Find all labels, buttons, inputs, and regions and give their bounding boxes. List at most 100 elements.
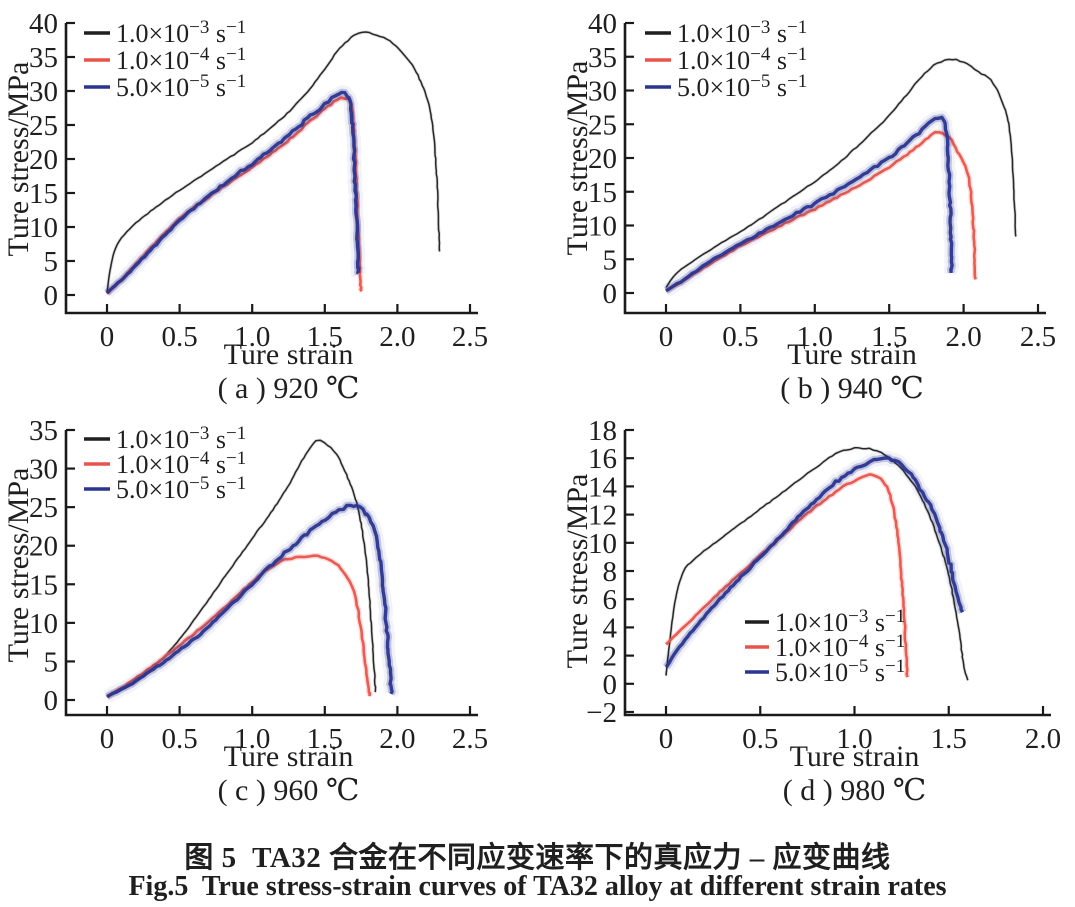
x-tick-label: 2.0 — [945, 321, 981, 353]
x-tick-label: 1.5 — [307, 321, 343, 353]
x-tick-label: 2.5 — [1020, 321, 1056, 353]
x-axis-title: Ture strain — [787, 338, 917, 371]
legend-label: 1.0×10−4 s−1 — [775, 631, 905, 662]
curve-1.0×10⁻³ s⁻¹ — [105, 30, 442, 294]
x-tick-label: 0.5 — [161, 321, 197, 353]
curve-5.0×10⁻⁵ s⁻¹ — [102, 498, 400, 703]
x-tick-label: 1.0 — [234, 321, 270, 353]
y-tick-label: 0 — [44, 280, 59, 312]
x-tick-label: 0.5 — [742, 723, 778, 755]
x-tick-label: 2.0 — [1025, 723, 1061, 755]
y-tick-label: 0 — [603, 278, 618, 310]
subplot-c-chart: 0 0.5 1.0 1.5 2.0 2.5 0 5 10 15 20 25 30 35 Ture strai… — [2, 415, 488, 807]
legend: 1.0×10−3 s−11.0×10−4 s−15.0×10−5 s−1 — [645, 17, 807, 102]
y-tick-label: 40 — [588, 8, 617, 40]
x-tick-label: 0 — [659, 723, 674, 755]
legend: 1.0×10−3 s−11.0×10−4 s−15.0×10−5 s−1 — [84, 17, 246, 102]
y-tick-label: 35 — [29, 415, 58, 447]
y-tick-label: 25 — [588, 109, 617, 141]
figure-caption-en: Fig.5 True stress-strain curves of TA32 … — [128, 871, 947, 902]
x-tick-label: 2.5 — [452, 321, 488, 353]
legend-label: 5.0×10−5 s−1 — [775, 656, 905, 687]
y-tick-label: 8 — [603, 556, 618, 588]
y-tick-label: 15 — [29, 569, 58, 601]
y-tick-label: 30 — [29, 76, 58, 108]
y-tick-label: 18 — [588, 415, 617, 447]
x-axis-title: Ture strain — [790, 740, 920, 773]
x-tick-label: 0 — [100, 723, 115, 755]
y-tick-label: 20 — [29, 144, 58, 176]
x-tick-label: 1.5 — [931, 723, 967, 755]
legend-label: 5.0×10−5 s−1 — [116, 473, 246, 504]
legend-label: 1.0×10−3 s−1 — [116, 423, 246, 454]
x-tick-label: 0 — [100, 321, 115, 353]
y-tick-label: 5 — [44, 646, 59, 678]
x-tick-label: 2.0 — [379, 723, 415, 755]
y-tick-label: 20 — [29, 531, 58, 563]
y-tick-label: 5 — [603, 244, 618, 276]
y-axis-title: Ture stress/MPa — [561, 474, 594, 669]
y-tick-label: 12 — [588, 500, 617, 532]
x-tick-label: 1.0 — [797, 321, 833, 353]
x-tick-label: 0 — [659, 321, 674, 353]
y-tick-label: 25 — [29, 492, 58, 524]
y-tick-label: 15 — [588, 177, 617, 209]
panel-caption-d: ( d ) 980 ℃ — [783, 774, 927, 807]
x-tick-label: 2.0 — [379, 321, 415, 353]
curve-5.0×10⁻⁵ s⁻¹ — [661, 110, 960, 297]
legend-label: 1.0×10−3 s−1 — [677, 17, 807, 48]
curve-1.0×10⁻⁴ s⁻¹ — [105, 552, 373, 700]
panel-caption-a: ( a ) 920 ℃ — [218, 372, 360, 405]
curve-1.0×10⁻³ s⁻¹ — [664, 57, 1018, 289]
curve-1.0×10⁻³ s⁻¹ — [664, 446, 970, 681]
y-tick-label: 16 — [588, 443, 617, 475]
x-axis-title: Ture strain — [224, 338, 354, 371]
legend-label: 1.0×10−4 s−1 — [116, 448, 246, 479]
x-tick-label: 1.0 — [836, 723, 872, 755]
x-tick-label: 1.5 — [307, 723, 343, 755]
legend-label: 1.0×10−3 s−1 — [775, 606, 905, 637]
curve-5.0×10⁻⁵ s⁻¹ — [101, 85, 366, 298]
x-tick-label: 0.5 — [161, 723, 197, 755]
panel-caption-b: ( b ) 940 ℃ — [780, 372, 924, 405]
y-tick-label: 5 — [44, 246, 59, 278]
curve-1.0×10⁻⁴ s⁻¹ — [664, 471, 911, 678]
curve-5.0×10⁻⁵ s⁻¹ — [660, 451, 969, 673]
x-tick-label: 2.5 — [452, 723, 488, 755]
y-tick-label: 10 — [588, 211, 617, 243]
legend-label: 1.0×10−4 s−1 — [677, 44, 807, 75]
y-axis-title: Ture stress/MPa — [2, 468, 35, 663]
y-tick-label: 0 — [603, 669, 618, 701]
y-tick-label: 20 — [588, 143, 617, 175]
legend: 1.0×10−3 s−11.0×10−4 s−15.0×10−5 s−1 — [84, 423, 246, 504]
legend-label: 1.0×10−4 s−1 — [116, 44, 246, 75]
panel-caption-c: ( c ) 960 ℃ — [218, 774, 360, 807]
x-tick-label: 1.0 — [234, 723, 270, 755]
y-tick-label: 30 — [588, 76, 617, 108]
y-tick-label: 25 — [29, 110, 58, 142]
legend-label: 1.0×10−3 s−1 — [116, 17, 246, 48]
legend-label: 5.0×10−5 s−1 — [116, 71, 246, 102]
y-tick-label: 10 — [588, 528, 617, 560]
y-tick-label: 10 — [29, 212, 58, 244]
x-tick-label: 1.5 — [871, 321, 907, 353]
x-tick-label: 0.5 — [722, 321, 758, 353]
y-tick-label: 6 — [603, 584, 618, 616]
y-tick-label: −2 — [586, 697, 617, 729]
figure-caption-zh: 图 5 TA32 合金在不同应变速率下的真应力 – 应变曲线 — [184, 842, 891, 874]
y-tick-label: 40 — [29, 8, 58, 40]
curve-1.0×10⁻³ s⁻¹ — [106, 438, 378, 699]
axes: 0 0.5 1.0 1.5 2.0 2.5 0 5 10 15 20 25 30 35 Ture strai… — [2, 415, 488, 773]
y-axis-title: Ture stress/MPa — [2, 62, 35, 257]
y-tick-label: 0 — [44, 685, 59, 717]
y-tick-label: 4 — [603, 612, 618, 644]
legend: 1.0×10−3 s−11.0×10−4 s−15.0×10−5 s−1 — [745, 606, 905, 687]
y-tick-label: 30 — [29, 454, 58, 486]
y-tick-label: 2 — [603, 641, 618, 673]
